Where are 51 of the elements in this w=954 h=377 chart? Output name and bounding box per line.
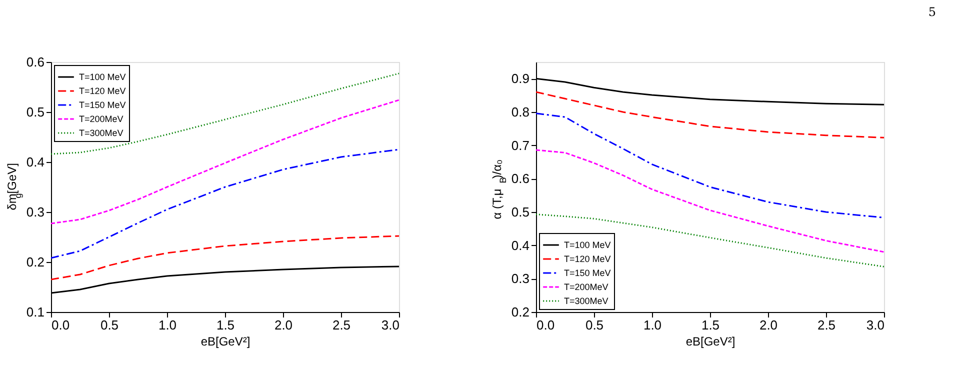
legend-label: T=100 MeV (564, 240, 611, 250)
x-tick-label: 0.0 (536, 318, 555, 332)
line-series (536, 214, 884, 268)
x-tick-label: 0.5 (100, 318, 119, 332)
x-tick-label: 3.0 (381, 318, 400, 332)
x-axis-title: eB[GeV²] (686, 334, 736, 348)
line-series (51, 235, 399, 280)
legend-label: T=300MeV (564, 296, 608, 306)
text: 5 (928, 5, 936, 19)
y-axis-title: α (T,μB)/α₀ (490, 159, 508, 220)
legend-label: T=150 MeV (564, 268, 611, 278)
y-tick-label: 0.6 (26, 54, 44, 70)
y-tick-label: 0.5 (511, 204, 530, 220)
line-series (536, 149, 884, 253)
x-axis-title: eB[GeV²] (200, 334, 250, 348)
y-tick-label: 0.5 (26, 104, 44, 120)
x-tick-label: 3.0 (866, 318, 884, 332)
legend-label: T=300MeV (79, 128, 124, 138)
x-tick-label: 0.5 (585, 318, 604, 332)
line-series (536, 112, 884, 218)
legend-label: T=200MeV (564, 282, 608, 292)
y-tick-label: 0.2 (26, 254, 44, 270)
legend-label: T=120 MeV (79, 86, 126, 96)
legend-label: T=150 MeV (79, 100, 126, 110)
line-series (536, 91, 884, 138)
x-tick-label: 2.5 (332, 318, 351, 332)
legend-label: T=120 MeV (564, 254, 611, 264)
x-tick-label: 2.5 (817, 318, 836, 332)
y-tick-label: 0.4 (511, 238, 530, 253)
y-axis-title: δmg[GeV] (5, 163, 23, 210)
x-tick-label: 0.0 (52, 318, 70, 332)
legend-label: T=200MeV (79, 114, 124, 124)
legend-label: T=100 MeV (79, 72, 126, 82)
x-tick-label: 1.5 (701, 318, 720, 332)
line-series (51, 72, 399, 155)
y-tick-label: 0.7 (511, 138, 530, 153)
x-tick-label: 1.0 (643, 318, 662, 332)
line-series (51, 99, 399, 224)
y-tick-label: 0.3 (26, 204, 44, 220)
y-tick-label: 0.6 (511, 171, 530, 186)
line-series (51, 148, 399, 259)
y-tick-label: 0.1 (26, 304, 44, 320)
y-tick-label: 0.3 (511, 271, 530, 286)
y-tick-label: 0.8 (511, 104, 530, 120)
x-tick-label: 1.0 (158, 318, 177, 332)
x-tick-label: 1.5 (216, 318, 235, 332)
y-tick-label: 0.4 (26, 154, 44, 170)
y-tick-label: 0.2 (511, 304, 530, 320)
x-tick-label: 2.0 (759, 318, 778, 332)
x-tick-label: 2.0 (274, 318, 293, 332)
y-tick-label: 0.9 (511, 71, 530, 86)
